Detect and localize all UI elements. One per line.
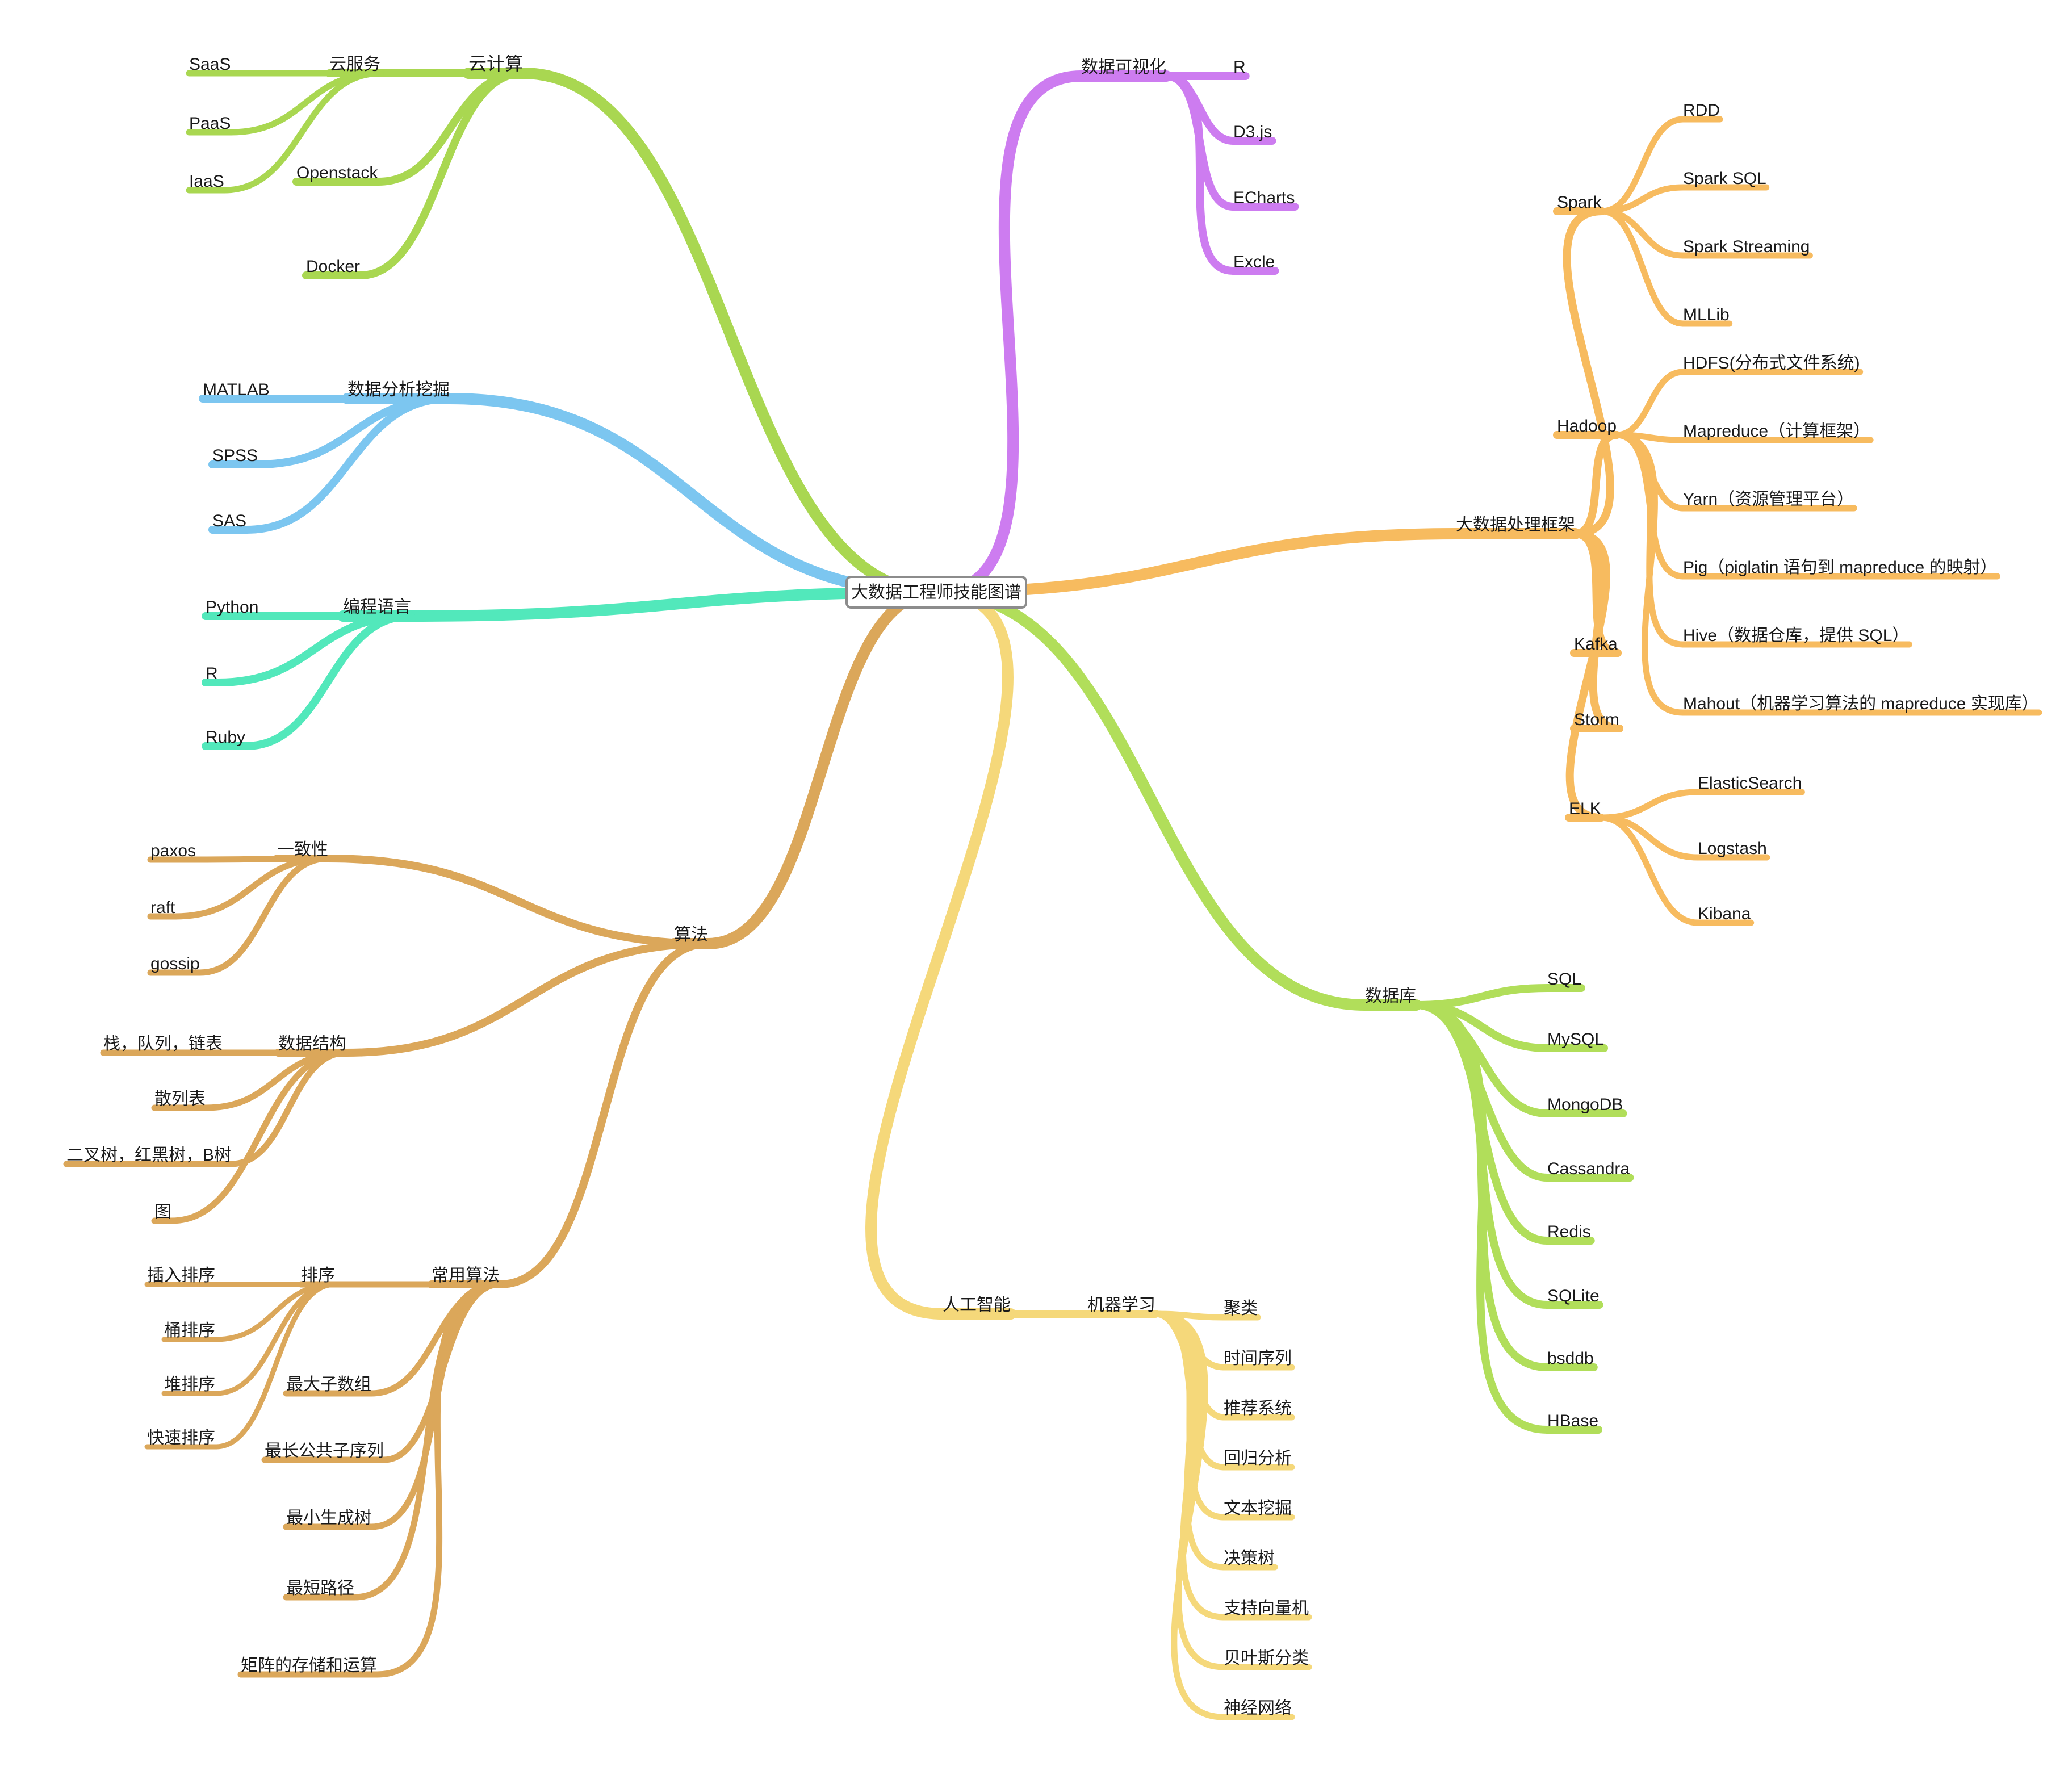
svg-text:推荐系统: 推荐系统 [1224, 1399, 1292, 1418]
svg-text:Excle: Excle [1233, 253, 1275, 271]
svg-text:图: 图 [154, 1203, 171, 1221]
svg-text:决策树: 决策树 [1224, 1549, 1275, 1568]
svg-text:时间序列: 时间序列 [1224, 1349, 1292, 1368]
svg-text:HBase: HBase [1547, 1412, 1598, 1430]
svg-text:插入排序: 插入排序 [147, 1266, 215, 1285]
svg-text:Hadoop: Hadoop [1557, 417, 1617, 436]
svg-text:Docker: Docker [306, 257, 360, 276]
svg-text:数据结构: 数据结构 [278, 1035, 346, 1053]
svg-text:Pig（piglatin 语句到 mapreduce 的映射: Pig（piglatin 语句到 mapreduce 的映射） [1683, 558, 1998, 577]
svg-text:快速排序: 快速排序 [147, 1429, 215, 1447]
svg-text:SaaS: SaaS [189, 55, 231, 74]
svg-text:ElasticSearch: ElasticSearch [1698, 774, 1802, 793]
svg-text:人工智能: 人工智能 [943, 1296, 1011, 1314]
svg-text:Spark: Spark [1557, 193, 1602, 212]
svg-text:Hive（数据仓库，提供 SQL）: Hive（数据仓库，提供 SQL） [1683, 626, 1909, 645]
svg-text:Mapreduce（计算框架）: Mapreduce（计算框架） [1683, 422, 1870, 441]
svg-text:Kibana: Kibana [1698, 905, 1751, 923]
svg-text:数据库: 数据库 [1365, 987, 1416, 1006]
svg-text:Redis: Redis [1547, 1222, 1591, 1241]
svg-text:Logstash: Logstash [1698, 839, 1767, 858]
svg-text:SQL: SQL [1547, 970, 1581, 989]
svg-text:Yarn（资源管理平台）: Yarn（资源管理平台） [1683, 490, 1854, 509]
svg-text:回归分析: 回归分析 [1224, 1449, 1292, 1468]
svg-text:云服务: 云服务 [329, 55, 380, 74]
svg-text:PaaS: PaaS [189, 114, 231, 133]
svg-text:最大子数组: 最大子数组 [286, 1375, 371, 1394]
svg-text:大数据工程师技能图谱: 大数据工程师技能图谱 [851, 583, 1021, 602]
svg-text:聚类: 聚类 [1224, 1299, 1258, 1318]
svg-text:支持向量机: 支持向量机 [1224, 1599, 1309, 1618]
svg-text:gossip: gossip [150, 954, 200, 973]
svg-text:神经网络: 神经网络 [1224, 1699, 1292, 1718]
svg-text:Mahout（机器学习算法的 mapreduce 实现库）: Mahout（机器学习算法的 mapreduce 实现库） [1683, 694, 2039, 713]
svg-text:编程语言: 编程语言 [343, 598, 411, 617]
svg-text:MLLib: MLLib [1683, 305, 1730, 324]
svg-text:散列表: 散列表 [154, 1090, 206, 1108]
svg-text:栈，队列，链表: 栈，队列，链表 [103, 1035, 223, 1053]
svg-text:Spark SQL: Spark SQL [1683, 169, 1766, 188]
svg-text:R: R [1233, 58, 1246, 77]
svg-text:IaaS: IaaS [189, 172, 224, 191]
svg-text:一致性: 一致性 [277, 840, 328, 859]
svg-text:最小生成树: 最小生成树 [286, 1509, 371, 1527]
svg-text:文本挖掘: 文本挖掘 [1224, 1499, 1292, 1518]
svg-text:最长公共子序列: 最长公共子序列 [265, 1442, 384, 1460]
svg-text:RDD: RDD [1683, 101, 1720, 120]
svg-text:Ruby: Ruby [206, 728, 245, 747]
svg-text:HDFS(分布式文件系统): HDFS(分布式文件系统) [1683, 354, 1860, 372]
svg-text:raft: raft [150, 898, 175, 917]
svg-text:D3.js: D3.js [1233, 123, 1272, 141]
svg-text:Storm: Storm [1574, 710, 1619, 729]
svg-text:SQLite: SQLite [1547, 1287, 1600, 1305]
svg-text:MATLAB: MATLAB [203, 380, 270, 399]
svg-text:最短路径: 最短路径 [286, 1579, 354, 1598]
svg-text:排序: 排序 [301, 1266, 335, 1285]
svg-text:二叉树，红黑树，B树: 二叉树，红黑树，B树 [66, 1146, 231, 1165]
svg-text:数据分析挖掘: 数据分析挖掘 [347, 380, 450, 399]
svg-text:paxos: paxos [150, 841, 196, 860]
svg-text:机器学习: 机器学习 [1087, 1296, 1155, 1314]
svg-text:bsddb: bsddb [1547, 1349, 1594, 1368]
svg-text:Kafka: Kafka [1574, 635, 1618, 654]
svg-text:矩阵的存储和运算: 矩阵的存储和运算 [241, 1656, 377, 1675]
svg-text:Openstack: Openstack [296, 164, 378, 182]
svg-text:SAS: SAS [212, 512, 246, 530]
svg-text:云计算: 云计算 [468, 53, 523, 74]
svg-text:常用算法: 常用算法 [432, 1266, 500, 1285]
svg-text:大数据处理框架: 大数据处理框架 [1456, 516, 1575, 534]
svg-text:MongoDB: MongoDB [1547, 1095, 1623, 1114]
svg-text:算法: 算法 [674, 926, 708, 944]
svg-text:Spark Streaming: Spark Streaming [1683, 237, 1810, 256]
svg-text:Cassandra: Cassandra [1547, 1159, 1630, 1178]
svg-text:R: R [206, 664, 218, 683]
svg-text:数据可视化: 数据可视化 [1081, 58, 1166, 77]
svg-text:SPSS: SPSS [212, 446, 258, 465]
svg-text:贝叶斯分类: 贝叶斯分类 [1224, 1649, 1309, 1668]
svg-text:ELK: ELK [1569, 799, 1601, 818]
svg-text:桶排序: 桶排序 [164, 1321, 215, 1340]
svg-text:Python: Python [206, 598, 258, 617]
svg-text:MySQL: MySQL [1547, 1030, 1604, 1049]
svg-text:ECharts: ECharts [1233, 189, 1295, 207]
svg-text:堆排序: 堆排序 [164, 1375, 215, 1394]
